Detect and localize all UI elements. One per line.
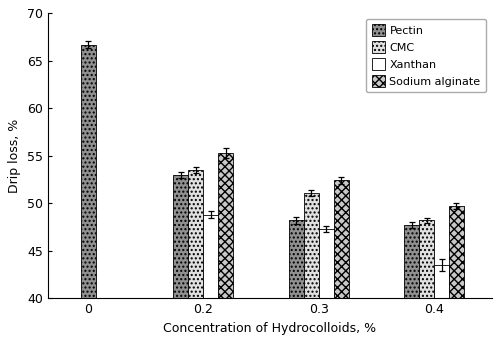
Legend: Pectin, CMC, Xanthan, Sodium alginate: Pectin, CMC, Xanthan, Sodium alginate <box>366 19 486 93</box>
X-axis label: Concentration of Hydrocolloids, %: Concentration of Hydrocolloids, % <box>163 322 376 335</box>
Bar <box>80 45 96 343</box>
Bar <box>419 220 434 343</box>
Y-axis label: Drip loss, %: Drip loss, % <box>8 119 22 193</box>
Bar <box>334 180 348 343</box>
Bar <box>218 153 234 343</box>
Bar <box>204 215 218 343</box>
Bar <box>288 220 304 343</box>
Bar <box>304 193 318 343</box>
Bar <box>404 225 419 343</box>
Bar <box>318 229 334 343</box>
Bar <box>449 206 464 343</box>
Bar <box>434 265 449 343</box>
Bar <box>174 175 188 343</box>
Bar <box>188 170 204 343</box>
